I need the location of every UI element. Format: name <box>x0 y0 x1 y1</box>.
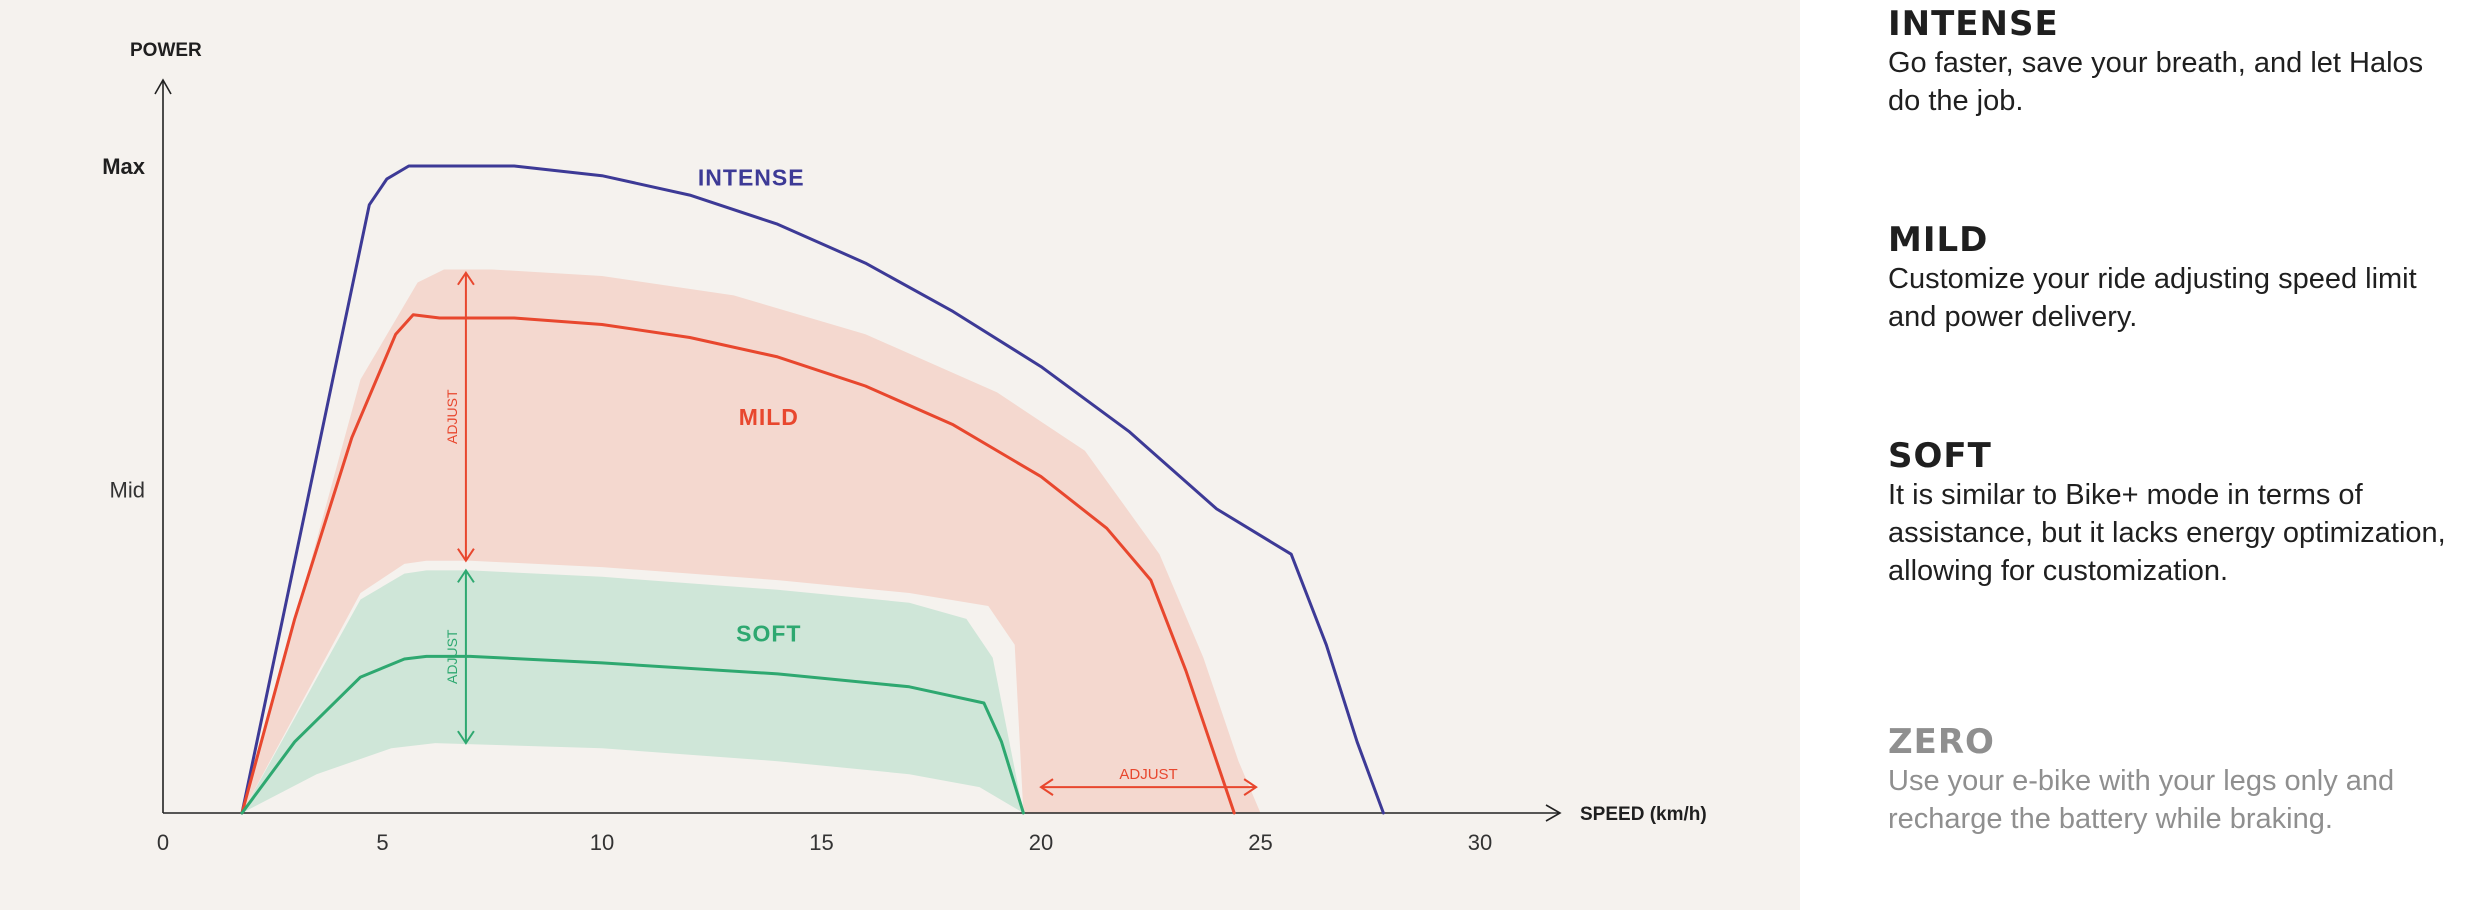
mode-soft: SOFT It is similar to Bike+ mode in term… <box>1888 436 2458 590</box>
adjust-arrowhead-left <box>1039 778 1054 796</box>
adjust-arrowhead-top <box>457 568 475 583</box>
mode-mild-title: MILD <box>1888 220 1989 260</box>
power-speed-chart-panel: SPEED (km/h) POWER 0 5 10 15 20 25 30 Max Mid ADJ… <box>0 0 1800 910</box>
adjust-arrowhead-right <box>1243 778 1258 796</box>
x-tick-label: 0 <box>157 830 169 855</box>
x-axis-arrowhead <box>1545 804 1562 822</box>
adjust-label: ADJUST <box>444 629 460 684</box>
mode-mild-description: Customize your ride adjusting speed limi… <box>1888 263 2417 333</box>
series-line-soft <box>240 654 1025 815</box>
power-speed-chart: SPEED (km/h) POWER 0 5 10 15 20 25 30 Max Mid ADJ… <box>102 40 1707 855</box>
y-axis-arrowhead <box>154 78 172 95</box>
x-tick-label: 15 <box>809 830 833 855</box>
x-tick-label: 20 <box>1029 830 1053 855</box>
curve-label-mild: MILD <box>739 404 799 430</box>
y-tick-label: Max <box>102 154 146 179</box>
mode-intense-description: Go faster, save your breath, and let Hal… <box>1888 47 2424 117</box>
y-tick-label: Mid <box>110 478 145 503</box>
adjust-arrow-1: ADJUST <box>444 568 475 745</box>
curve-label-intense: INTENSE <box>698 164 805 190</box>
curve-label-soft: SOFT <box>736 621 801 647</box>
x-tick-label: 10 <box>590 830 614 855</box>
adjust-arrowhead-bottom <box>457 548 475 563</box>
mode-intense-title: INTENSE <box>1888 4 2059 44</box>
adjust-arrow-2: ADJUST <box>1039 766 1258 796</box>
mode-mild: MILD Customize your ride adjusting speed… <box>1888 220 2458 336</box>
x-tick-label: 25 <box>1248 830 1272 855</box>
modes-panel: INTENSE Go faster, save your breath, and… <box>1888 0 2458 910</box>
adjust-arrow-0: ADJUST <box>444 270 475 563</box>
y-axis-label: POWER <box>130 40 202 61</box>
adjust-label: ADJUST <box>1119 766 1177 783</box>
mode-zero-description: Use your e-bike with your legs only and … <box>1888 765 2395 835</box>
x-tick-label: 30 <box>1468 830 1492 855</box>
adjust-arrowhead-bottom <box>457 730 475 745</box>
mode-soft-description: It is similar to Bike+ mode in terms of … <box>1888 479 2446 587</box>
mode-intense: INTENSE Go faster, save your breath, and… <box>1888 4 2458 120</box>
x-tick-label: 5 <box>376 830 388 855</box>
adjust-arrowhead-top <box>457 270 475 286</box>
series-line-intense <box>240 164 1385 815</box>
series-line-mild <box>240 313 1236 815</box>
range-band-0 <box>242 269 1261 813</box>
adjust-label: ADJUST <box>444 389 460 444</box>
mode-soft-title: SOFT <box>1888 436 1992 476</box>
range-band-1 <box>242 570 1024 813</box>
x-axis-label: SPEED (km/h) <box>1580 804 1707 825</box>
mode-zero-title: ZERO <box>1888 722 1995 762</box>
mode-zero: ZERO Use your e-bike with your legs only… <box>1888 722 2458 838</box>
